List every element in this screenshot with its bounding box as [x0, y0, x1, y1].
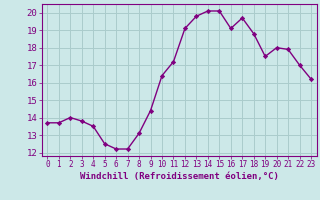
X-axis label: Windchill (Refroidissement éolien,°C): Windchill (Refroidissement éolien,°C): [80, 172, 279, 181]
